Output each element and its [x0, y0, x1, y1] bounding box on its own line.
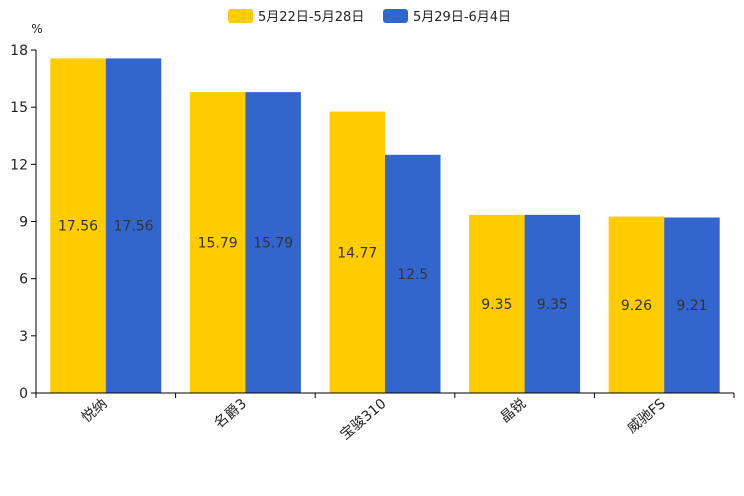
y-tick-label: 15 [10, 100, 28, 116]
bar [189, 92, 246, 393]
data-label: 9.35 [537, 297, 568, 313]
data-label: 17.56 [58, 219, 98, 235]
legend: 5月22日-5月28日 5月29日-6月4日 [228, 9, 511, 25]
bar [608, 216, 665, 393]
bar [105, 58, 162, 393]
legend-label: 5月29日-6月4日 [413, 10, 511, 25]
x-tick-label: 悦纳 [79, 396, 111, 426]
legend-swatch [228, 9, 253, 23]
x-tick-label: 威驰FS [624, 396, 669, 437]
legend-swatch [383, 9, 408, 23]
x-tick-label: 晶锐 [497, 396, 529, 426]
bar [385, 154, 441, 393]
bar [664, 217, 720, 393]
y-axis: 0 3 6 9 12 15 18 [10, 43, 37, 402]
legend-label: 5月22日-5月28日 [258, 10, 364, 25]
data-label: 12.5 [397, 267, 428, 283]
data-labels: 17.56 15.79 14.77 9.35 9.26 17.56 15.79 12.5 9.3… [58, 219, 708, 315]
x-tick-label: 宝骏310 [337, 396, 389, 443]
bar [469, 214, 525, 393]
data-label: 15.79 [253, 236, 293, 252]
y-tick-label: 18 [10, 43, 28, 59]
bar [50, 58, 106, 393]
y-tick-label: 9 [19, 215, 28, 231]
data-label: 9.21 [676, 298, 707, 314]
data-label: 9.35 [481, 297, 512, 313]
x-tick-label: 名爵3 [211, 396, 250, 432]
data-label: 14.77 [337, 245, 377, 261]
bars [50, 58, 720, 394]
data-label: 17.56 [114, 219, 154, 235]
y-tick-label: 12 [10, 157, 28, 173]
data-label: 9.26 [621, 298, 652, 314]
y-tick-label: 6 [19, 272, 28, 288]
y-tick-label: 0 [19, 386, 28, 402]
bar [245, 92, 301, 393]
y-axis-unit-label: % [31, 22, 42, 36]
data-label: 15.79 [198, 236, 238, 252]
x-axis: 悦纳 名爵3 宝骏310 晶锐 威驰FS [35, 392, 735, 443]
bar [329, 111, 385, 394]
y-tick-label: 3 [19, 329, 28, 345]
bar [524, 214, 581, 393]
